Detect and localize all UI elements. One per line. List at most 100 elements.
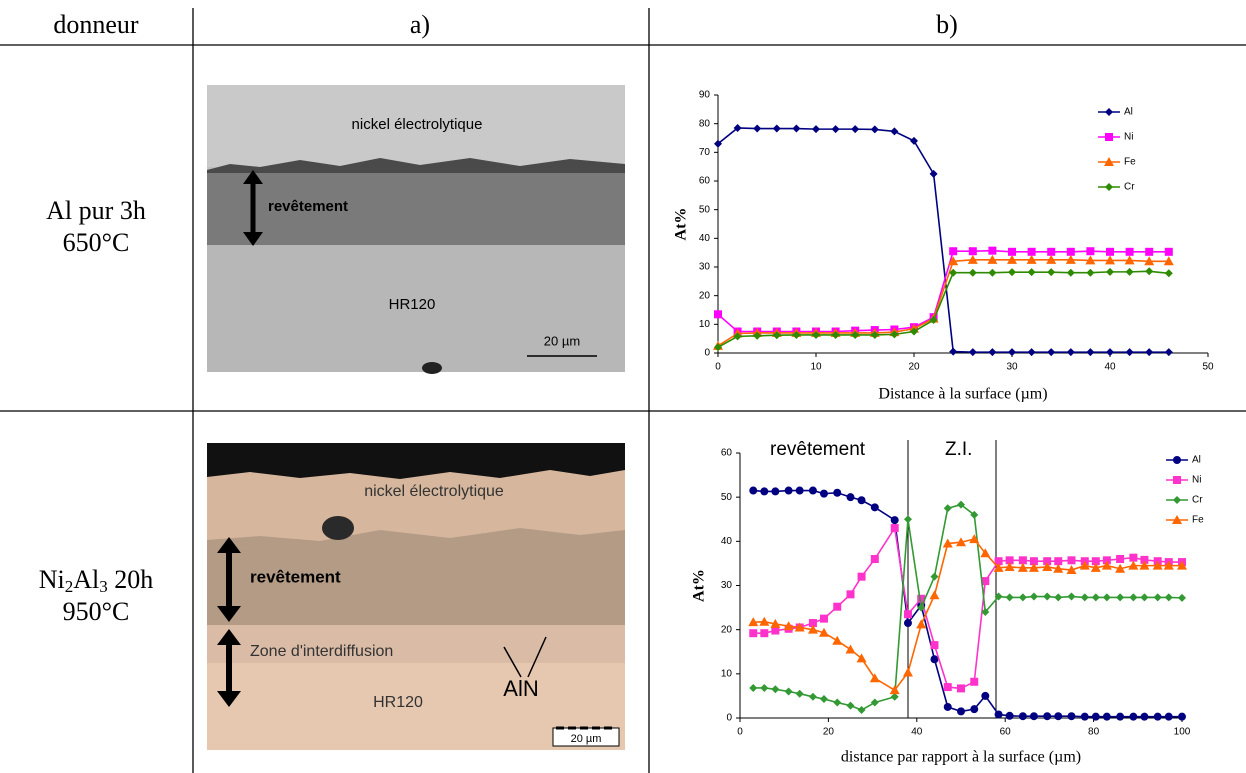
layer: [207, 443, 625, 479]
formula-part: Al: [73, 565, 99, 594]
legend-label: Fe: [1192, 515, 1204, 526]
data-point: [1043, 712, 1052, 721]
y-tick-label: 50: [699, 204, 711, 215]
data-point: [890, 330, 899, 339]
data-point: [1079, 560, 1090, 570]
data-point: [981, 691, 990, 700]
layer: [207, 528, 625, 625]
header-cell: b): [936, 10, 958, 39]
data-point: [890, 692, 899, 701]
data-point: [1164, 712, 1173, 721]
formula-subscript: 2: [65, 577, 74, 596]
layer: [207, 625, 625, 663]
data-point: [1106, 348, 1114, 357]
data-point: [917, 603, 926, 612]
data-point: [1027, 268, 1036, 277]
data-point: [956, 537, 966, 547]
data-point: [1164, 269, 1173, 278]
y-tick-label: 10: [699, 319, 711, 330]
arrow-head: [217, 691, 241, 707]
data-point: [1086, 348, 1095, 357]
data-point: [1102, 593, 1111, 602]
data-point: [1080, 593, 1089, 602]
data-point: [760, 487, 769, 496]
data-point: [981, 608, 990, 616]
x-tick-label: 80: [1088, 727, 1100, 738]
data-point: [812, 125, 820, 134]
y-axis-label: At%: [673, 208, 690, 241]
data-point: [771, 487, 780, 496]
data-point: [1101, 560, 1112, 570]
data-point: [1090, 562, 1101, 572]
speck: [422, 362, 442, 374]
formula-part: 20h: [108, 565, 154, 594]
arrow: [503, 646, 522, 678]
data-point: [968, 268, 977, 277]
data-point: [916, 619, 927, 629]
data-point: [917, 594, 926, 603]
arrow-head: [243, 232, 263, 246]
data-point: [1043, 592, 1052, 601]
data-point: [970, 510, 979, 519]
data-point: [819, 614, 828, 623]
legend-marker: [1173, 496, 1181, 504]
formula-subscript: 3: [99, 577, 108, 596]
data-point: [748, 617, 759, 627]
data-point: [1054, 557, 1063, 566]
y-tick-label: 20: [721, 624, 733, 635]
data-point: [1106, 267, 1114, 276]
annotation: revêtement: [770, 439, 866, 460]
data-point: [981, 577, 990, 586]
image-label: 20 µm: [571, 733, 602, 745]
data-point: [949, 247, 958, 256]
data-point: [759, 616, 770, 626]
data-point: [1129, 712, 1138, 721]
data-point: [831, 330, 840, 339]
legend-marker: [1105, 108, 1113, 116]
data-point: [833, 602, 842, 611]
data-point: [771, 685, 780, 694]
data-point: [1008, 247, 1016, 256]
data-point: [943, 683, 952, 692]
data-point: [1046, 254, 1057, 264]
image-label: HR120: [389, 296, 436, 313]
data-point: [1027, 348, 1036, 357]
data-point: [1005, 556, 1014, 565]
data-point: [1125, 267, 1134, 276]
data-point: [1164, 247, 1173, 256]
legend-marker: [1173, 476, 1181, 484]
formula-part: Ni: [39, 565, 65, 594]
legend-label: Cr: [1192, 495, 1203, 506]
data-point: [929, 316, 938, 325]
data-point: [857, 706, 866, 715]
data-point: [1029, 557, 1038, 566]
series-line: [753, 503, 1183, 711]
legend-label: Ni: [1192, 475, 1201, 486]
data-point: [870, 503, 879, 512]
x-tick-label: 40: [1104, 362, 1116, 373]
data-point: [1018, 712, 1027, 721]
y-tick-label: 60: [721, 448, 733, 459]
y-tick-label: 30: [721, 580, 733, 591]
data-point: [1178, 712, 1186, 721]
data-point: [1164, 348, 1173, 357]
series-line: [753, 525, 1182, 690]
data-point: [890, 524, 899, 533]
y-tick-label: 60: [699, 176, 711, 187]
data-point: [1129, 593, 1138, 602]
data-point: [903, 610, 912, 619]
legend-marker: [1172, 515, 1182, 524]
data-point: [714, 310, 722, 319]
data-point: [845, 644, 856, 654]
data-point: [794, 622, 805, 632]
data-point: [994, 592, 1003, 601]
data-point: [890, 516, 899, 525]
data-point: [1116, 712, 1125, 721]
data-point: [1091, 712, 1100, 721]
y-tick-label: 10: [721, 668, 733, 679]
data-point: [910, 136, 918, 145]
image-label: revêtement: [250, 567, 341, 586]
arrow: [527, 636, 547, 678]
data-point: [1128, 560, 1139, 570]
data-point: [1086, 268, 1095, 277]
